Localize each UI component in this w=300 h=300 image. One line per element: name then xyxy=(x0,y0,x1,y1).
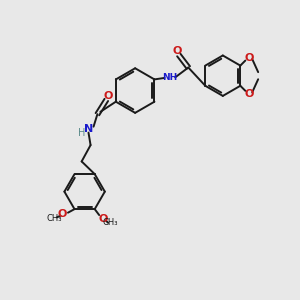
Text: NH: NH xyxy=(162,73,178,82)
Text: CH₃: CH₃ xyxy=(103,218,118,227)
Text: N: N xyxy=(84,124,93,134)
Text: O: O xyxy=(244,53,254,63)
Text: H: H xyxy=(78,128,85,138)
Text: O: O xyxy=(172,46,182,56)
Text: O: O xyxy=(244,88,254,98)
Text: O: O xyxy=(99,214,108,224)
Text: O: O xyxy=(58,209,67,220)
Text: CH₃: CH₃ xyxy=(47,214,62,223)
Text: O: O xyxy=(103,92,112,101)
